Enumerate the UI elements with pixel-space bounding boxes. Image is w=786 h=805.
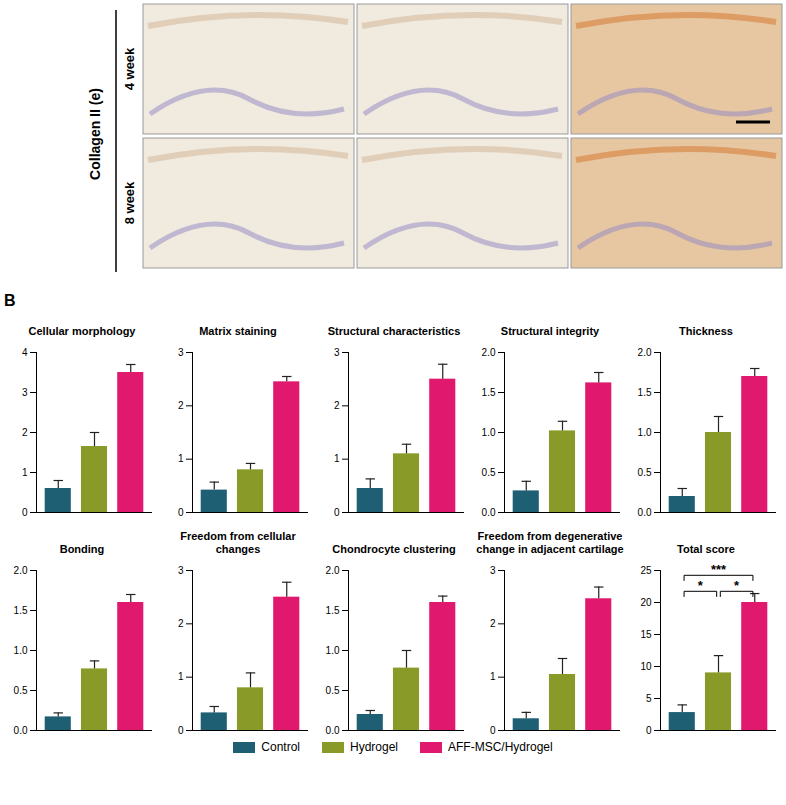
html-text:Matrix staining: Matrix staining: [199, 325, 277, 337]
svg-text:1.5: 1.5: [14, 605, 28, 616]
svg-text:0.5: 0.5: [638, 467, 652, 478]
svg-text:10: 10: [640, 661, 652, 672]
svg-text:2.0: 2.0: [326, 565, 340, 576]
svg-text:8 week: 8 week: [122, 181, 137, 224]
svg-text:4 week: 4 week: [122, 47, 137, 90]
html-text:Freedom from cellular changes: Freedom from cellular changes: [180, 530, 296, 555]
svg-text:0: 0: [178, 725, 184, 736]
svg-text:25: 25: [640, 565, 652, 576]
svg-text:0.0: 0.0: [482, 507, 496, 518]
html-text:B: B: [4, 292, 16, 309]
html-text:Bonding: Bonding: [59, 543, 105, 555]
svg-text:0.0: 0.0: [14, 725, 28, 736]
html-text:Structural characteristics: Structural characteristics: [327, 325, 461, 337]
svg-text:2.0: 2.0: [482, 347, 496, 358]
svg-text:0: 0: [490, 725, 496, 736]
svg-text:1.5: 1.5: [326, 605, 340, 616]
svg-text:3: 3: [178, 347, 184, 358]
svg-text:1: 1: [178, 453, 184, 464]
svg-text:2: 2: [334, 400, 340, 411]
svg-text:0.5: 0.5: [14, 685, 28, 696]
svg-text:***: ***: [711, 562, 727, 577]
html-text:Freedom from degenerative chan: Freedom from degenerative change in adja…: [476, 530, 624, 555]
svg-text:4: 4: [22, 347, 28, 358]
svg-text:1.5: 1.5: [638, 387, 652, 398]
svg-text:0.5: 0.5: [482, 467, 496, 478]
html-text:Hydrogel: Hydrogel: [350, 740, 398, 754]
svg-text:3: 3: [178, 565, 184, 576]
svg-text:1.5: 1.5: [482, 387, 496, 398]
svg-text:3: 3: [22, 387, 28, 398]
svg-text:0: 0: [178, 507, 184, 518]
svg-text:2.0: 2.0: [638, 347, 652, 358]
html-text:Structural integrity: Structural integrity: [500, 325, 600, 337]
svg-text:1.0: 1.0: [326, 645, 340, 656]
html-text:Control: Control: [261, 740, 300, 754]
svg-text:2: 2: [178, 400, 184, 411]
svg-text:3: 3: [334, 347, 340, 358]
svg-text:1.0: 1.0: [14, 645, 28, 656]
svg-text:*: *: [734, 578, 740, 593]
svg-text:0: 0: [646, 725, 652, 736]
svg-text:2.0: 2.0: [14, 565, 28, 576]
html-text:Cellular morphology: Cellular morphology: [28, 325, 136, 337]
svg-text:1.0: 1.0: [482, 427, 496, 438]
svg-text:2: 2: [22, 427, 28, 438]
svg-text:1: 1: [22, 467, 28, 478]
html-text:Total score: Total score: [677, 543, 735, 555]
svg-text:1: 1: [490, 671, 496, 682]
html-text:AFF-MSC/Hydrogel: AFF-MSC/Hydrogel: [448, 740, 553, 754]
svg-text:0.5: 0.5: [326, 685, 340, 696]
svg-text:0: 0: [22, 507, 28, 518]
svg-text:1.0: 1.0: [638, 427, 652, 438]
svg-text:0.0: 0.0: [638, 507, 652, 518]
svg-text:1: 1: [334, 453, 340, 464]
svg-text:*: *: [698, 578, 704, 593]
svg-text:20: 20: [640, 597, 652, 608]
svg-text:2: 2: [178, 618, 184, 629]
svg-text:3: 3: [490, 565, 496, 576]
svg-text:5: 5: [646, 693, 652, 704]
svg-text:2: 2: [490, 618, 496, 629]
svg-text:Collagen II (e): Collagen II (e): [87, 88, 103, 180]
svg-text:15: 15: [640, 629, 652, 640]
html-text:Thickness: Thickness: [679, 325, 733, 337]
html-text:Chondrocyte clustering: Chondrocyte clustering: [332, 543, 456, 555]
svg-text:0.0: 0.0: [326, 725, 340, 736]
svg-text:1: 1: [178, 671, 184, 682]
svg-text:0: 0: [334, 507, 340, 518]
